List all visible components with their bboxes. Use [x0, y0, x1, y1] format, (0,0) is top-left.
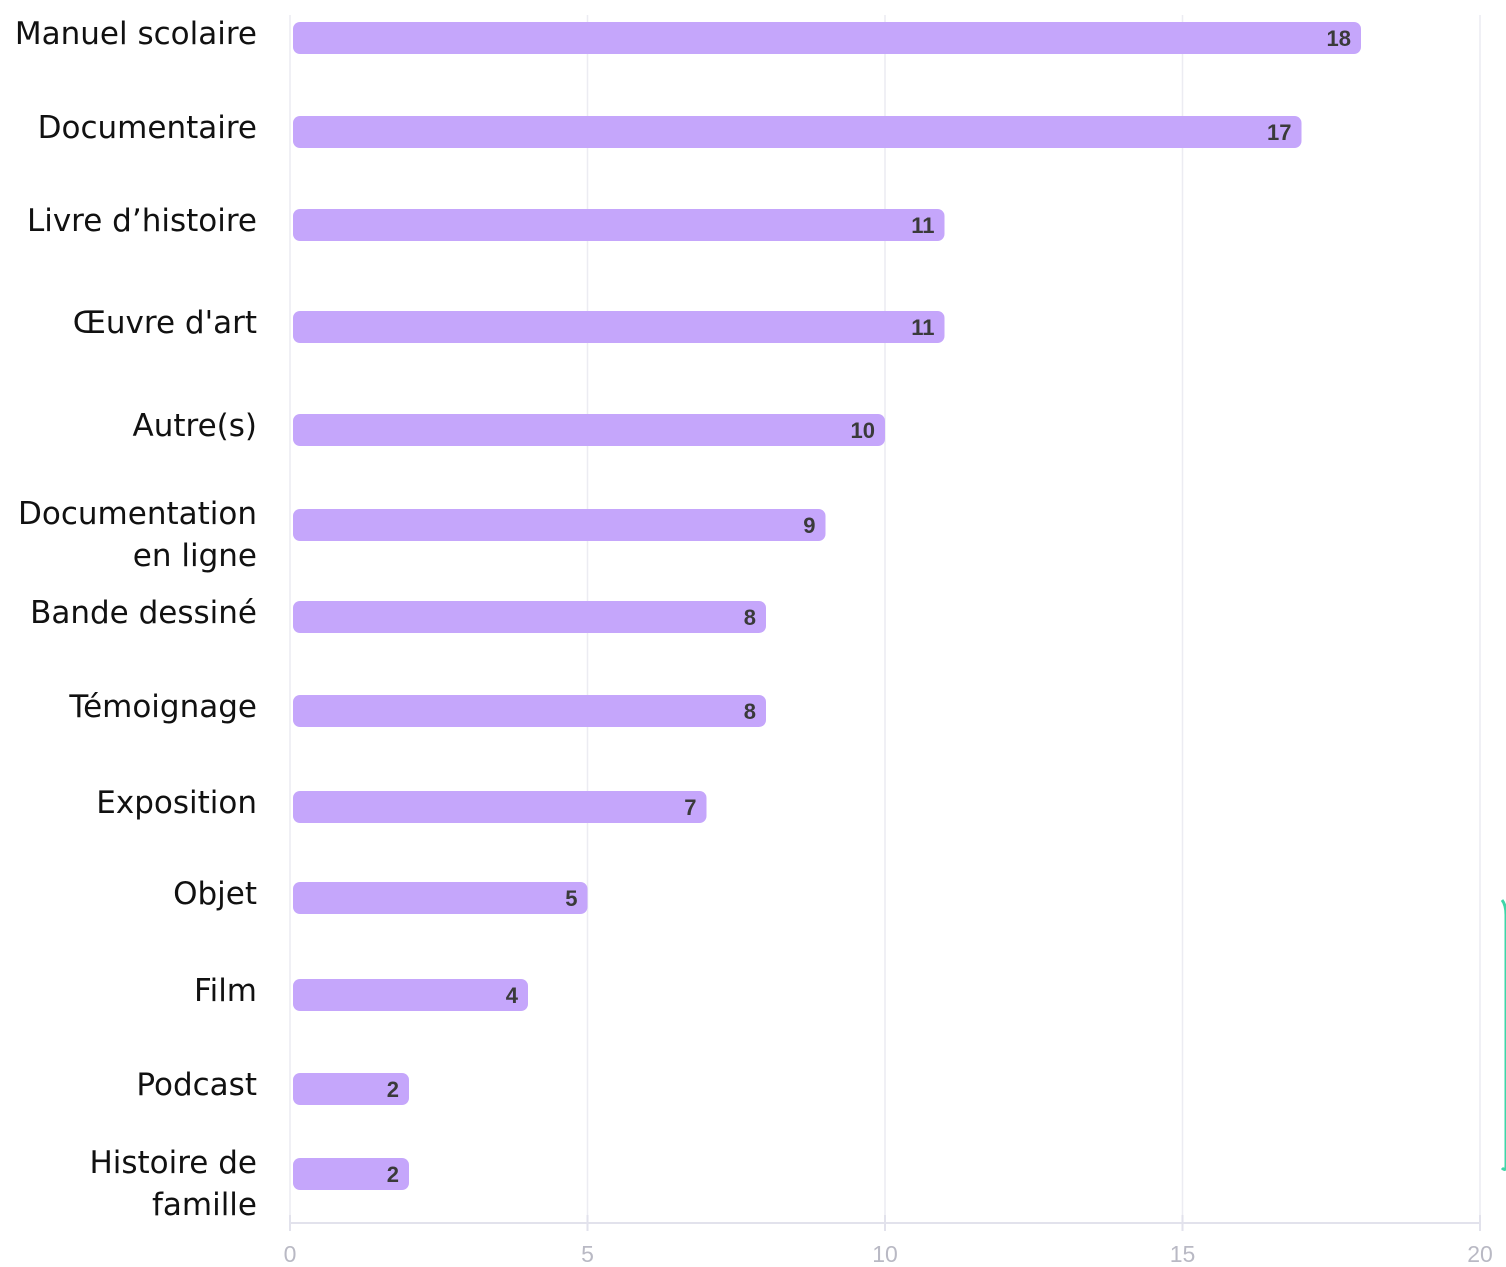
- category-label: Témoignage: [68, 689, 257, 725]
- value-labels: 18 17 11 11 10 9 8 8 7 5 4 2 2: [387, 26, 1351, 1187]
- bar-10: [293, 882, 588, 914]
- bar-7: [293, 601, 766, 633]
- category-label: Documentation: [18, 496, 257, 532]
- value-label: 5: [565, 886, 577, 911]
- bar-5: [293, 414, 885, 446]
- value-label: 7: [684, 795, 696, 820]
- category-label: Exposition: [96, 785, 257, 821]
- value-label: 2: [387, 1077, 399, 1102]
- category-label: Œuvre d'art: [73, 305, 257, 341]
- category-label: Histoire de: [89, 1145, 257, 1181]
- category-label: Objet: [173, 876, 257, 912]
- value-label: 11: [911, 213, 934, 238]
- bar-6: [293, 509, 826, 541]
- x-tick-label: 5: [581, 1241, 594, 1267]
- value-label: 17: [1267, 120, 1291, 145]
- bar-8: [293, 695, 766, 727]
- x-tick-label: 10: [872, 1241, 898, 1267]
- value-label: 9: [803, 513, 815, 538]
- bars: [293, 22, 1361, 1190]
- bar-4: [293, 311, 945, 343]
- category-labels: Manuel scolaire Documentaire Livre d’histo…: [15, 16, 257, 1223]
- category-label: en ligne: [133, 538, 257, 574]
- bar-9: [293, 791, 707, 823]
- category-label: Documentaire: [38, 110, 257, 146]
- x-tick-label: 20: [1467, 1241, 1493, 1267]
- category-label: Bande dessiné: [30, 595, 257, 631]
- category-label: Podcast: [136, 1067, 257, 1103]
- category-label: famille: [152, 1187, 257, 1223]
- bar-11: [293, 979, 528, 1011]
- value-label: 8: [744, 605, 756, 630]
- value-label: 18: [1327, 26, 1351, 51]
- bar-13: [293, 1158, 409, 1190]
- value-label: 11: [911, 315, 934, 340]
- category-label: Autre(s): [133, 408, 257, 444]
- category-label: Manuel scolaire: [15, 16, 257, 52]
- accent-edge-decoration: [1500, 899, 1506, 1171]
- value-label: 2: [387, 1162, 399, 1187]
- value-label: 10: [851, 418, 875, 443]
- value-label: 8: [744, 699, 756, 724]
- bar-2: [293, 116, 1302, 148]
- x-tick-label: 0: [284, 1241, 297, 1267]
- bar-3: [293, 209, 945, 241]
- value-label: 4: [506, 983, 519, 1008]
- category-label: Film: [194, 973, 257, 1009]
- x-axis: 0 5 10 15 20: [284, 1215, 1493, 1267]
- category-label: Livre d’histoire: [27, 203, 257, 239]
- bar-1: [293, 22, 1361, 54]
- x-tick-label: 15: [1170, 1241, 1196, 1267]
- bar-12: [293, 1073, 409, 1105]
